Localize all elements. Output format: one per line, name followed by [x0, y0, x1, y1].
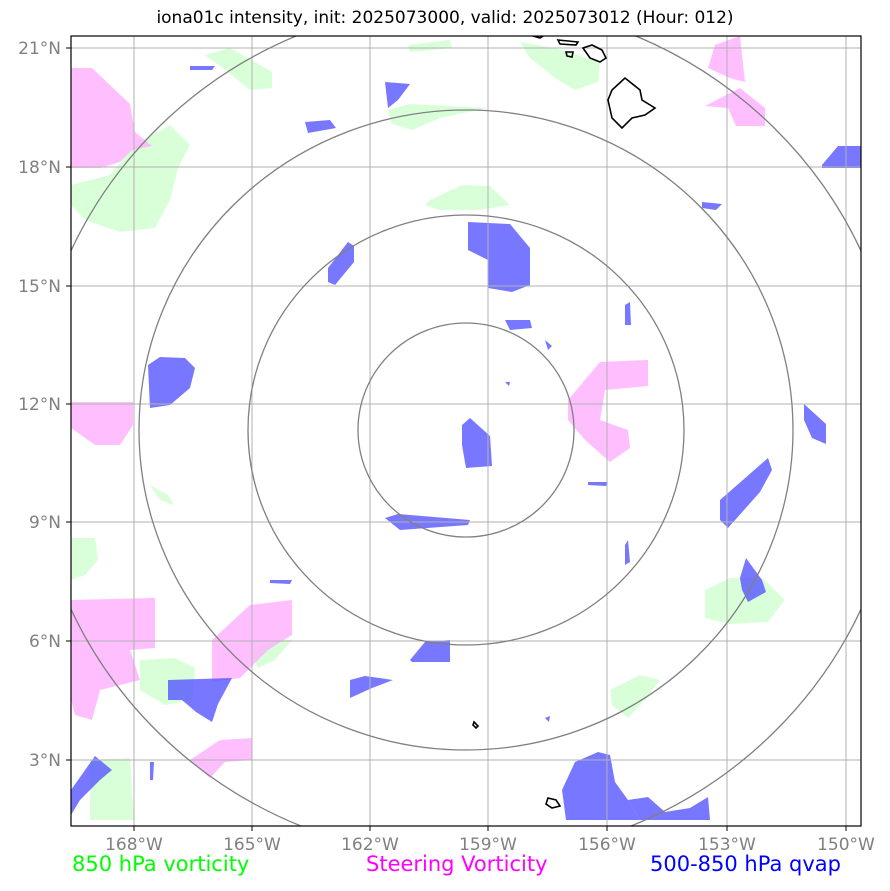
- qvap-blob: [804, 404, 826, 444]
- vort850-blob: [388, 104, 488, 130]
- lat-label: 9°N: [29, 513, 61, 533]
- qvap-blob: [305, 120, 336, 133]
- lon-label: 168°W: [105, 835, 163, 855]
- graticule: [71, 36, 861, 826]
- lat-label: 18°N: [18, 158, 61, 178]
- lon-label: 162°W: [341, 835, 399, 855]
- lat-label: 15°N: [18, 277, 61, 297]
- qvap-blob: [270, 580, 292, 584]
- qvap-blob: [168, 678, 232, 722]
- steering-blob: [71, 68, 152, 168]
- lon-label: 165°W: [223, 835, 281, 855]
- plot-frame: [70, 35, 862, 827]
- range-ring-2: [247, 214, 685, 646]
- steering-blob: [568, 360, 648, 462]
- range-ring-1: [357, 322, 575, 538]
- vort850-blob: [520, 42, 600, 90]
- vort850-blob: [408, 40, 452, 52]
- axis-ticks: [66, 47, 847, 831]
- lat-label: 21°N: [18, 39, 61, 59]
- island-lanai: [564, 51, 574, 58]
- qvap-blob: [350, 676, 393, 698]
- legend-steering-vorticity: Steering Vorticity: [366, 852, 548, 876]
- qvap-blob: [588, 482, 608, 486]
- qvap-blob: [720, 458, 772, 528]
- qvap-blob: [505, 382, 510, 386]
- vorticity-850-layer: [71, 40, 785, 820]
- qvap-blob: [71, 756, 112, 815]
- island-molokai: [556, 39, 580, 46]
- qvap-blob: [545, 340, 552, 350]
- qvap-blob: [385, 82, 410, 108]
- legend-850-vorticity: 850 hPa vorticity: [72, 852, 250, 876]
- lon-label: 150°W: [817, 835, 875, 855]
- qvap-blob: [625, 540, 630, 565]
- qvap-blob: [545, 716, 550, 722]
- qvap-blob: [150, 762, 154, 780]
- lon-label: 153°W: [698, 835, 756, 855]
- qvap-blob: [328, 242, 354, 285]
- vort850-blob: [71, 125, 190, 232]
- vort850-blob: [205, 48, 272, 90]
- range-rings: [71, 36, 861, 826]
- qvap-blob: [625, 302, 631, 325]
- lat-label: 12°N: [18, 395, 61, 415]
- longitude-labels: 168°W 165°W 162°W 159°W 156°W 153°W 150°…: [105, 835, 875, 855]
- vort850-blob: [150, 485, 174, 505]
- vort850-blob: [610, 675, 660, 718]
- island-maui: [581, 44, 608, 63]
- latitude-labels: 21°N 18°N 15°N 12°N 9°N 6°N 3°N: [18, 39, 61, 771]
- lon-label: 159°W: [459, 835, 517, 855]
- range-ring-3: [138, 109, 794, 751]
- map-title: iona01c intensity, init: 2025073000, val…: [156, 8, 734, 28]
- qvap-blob: [702, 202, 722, 210]
- lat-label: 6°N: [29, 632, 61, 652]
- qvap-blob: [562, 752, 640, 820]
- qvap-blob: [628, 797, 710, 820]
- qvap-blob: [410, 640, 450, 662]
- steering-blob: [71, 598, 155, 720]
- qvap-blob: [462, 418, 492, 468]
- islet-southeast: [545, 797, 562, 809]
- lon-label: 156°W: [578, 835, 636, 855]
- lat-label: 3°N: [29, 751, 61, 771]
- steering-blob: [71, 402, 133, 445]
- qvap-blob: [822, 146, 861, 168]
- range-ring-4: [71, 36, 861, 826]
- islet-south: [472, 720, 480, 730]
- qvap-blob: [468, 222, 530, 292]
- qvap-blob: [190, 66, 215, 70]
- legend-qvap: 500-850 hPa qvap: [650, 852, 841, 876]
- steering-blob: [190, 738, 252, 778]
- vort850-blob: [425, 185, 510, 210]
- coastlines: [472, 36, 657, 809]
- qvap-blob: [740, 558, 766, 602]
- steering-blob: [705, 88, 765, 126]
- island-oahu: [532, 36, 545, 39]
- qvap-layer: [71, 66, 861, 820]
- vort850-blob: [71, 538, 98, 580]
- qvap-blob: [505, 320, 532, 330]
- island-hawaii: [607, 76, 657, 130]
- qvap-blob: [148, 357, 195, 408]
